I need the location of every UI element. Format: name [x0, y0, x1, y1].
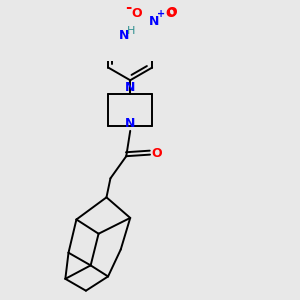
Text: O: O: [166, 6, 177, 19]
Text: O: O: [166, 7, 176, 20]
Text: N: N: [125, 81, 135, 94]
Text: +: +: [157, 9, 165, 19]
Text: N: N: [148, 15, 159, 28]
Text: N: N: [125, 117, 135, 130]
Text: O: O: [152, 147, 162, 160]
Text: O: O: [131, 7, 142, 20]
Text: -: -: [125, 0, 132, 15]
Text: H: H: [127, 26, 135, 36]
Text: N: N: [119, 29, 129, 42]
